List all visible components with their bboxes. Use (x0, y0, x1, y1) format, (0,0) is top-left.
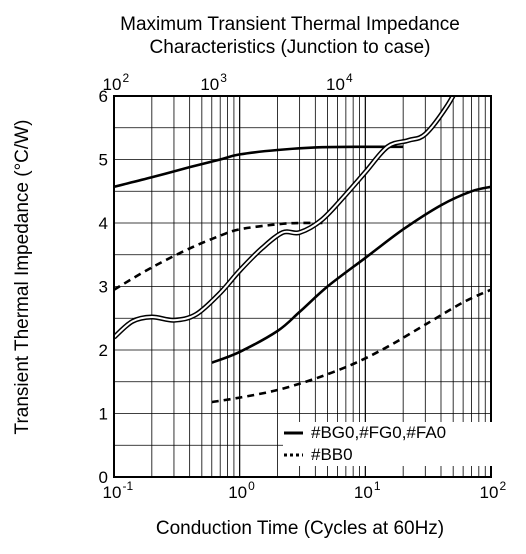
top-tick-label-exp: 3 (220, 71, 227, 85)
legend-item-dashed: #BB0 (283, 444, 493, 466)
x-tick-label-base: 10 (480, 483, 499, 502)
plot-frame (113, 95, 492, 478)
x-tick-label-exp: 1 (374, 479, 381, 493)
top-tick-label-base: 10 (103, 75, 122, 94)
series-4-outer (114, 96, 456, 340)
y-tick-label: 5 (99, 151, 108, 170)
y-tick-label: 0 (99, 468, 108, 487)
series-3-line (211, 288, 491, 404)
y-axis-label-text: Transient Thermal Impedance (°C/W) (12, 119, 33, 435)
chart-subtitle: Characteristics (Junction to case) (149, 37, 431, 58)
legend-label: #BB0 (311, 445, 353, 464)
x-tick-label-base: 10 (228, 483, 247, 502)
top-tick-label-base: 10 (200, 75, 219, 94)
x-tick-label-exp: 2 (500, 479, 507, 493)
y-tick-label: 4 (99, 214, 108, 233)
series-1-line (114, 221, 328, 291)
y-tick-label: 2 (99, 341, 108, 360)
grid (114, 96, 491, 477)
x-tick-label-base: 10 (354, 483, 373, 502)
chart-title: Maximum Transient Thermal Impedance (120, 14, 460, 35)
x-axis-label: Conduction Time (Cycles at 60Hz) (155, 518, 445, 539)
y-tick-label: 3 (99, 278, 108, 297)
legend-label: #BG0,#FG0,#FA0 (311, 423, 447, 442)
legend: #BG0,#FG0,#FA0 #BB0 (283, 422, 493, 466)
x-tick-label-exp: 0 (248, 479, 255, 493)
legend-solid-swatch (284, 431, 303, 435)
series-layer (114, 96, 491, 404)
top-tick-label-exp: 2 (123, 71, 130, 85)
series-0-line (114, 145, 404, 189)
legend-dashed-swatch (284, 453, 303, 457)
x-tick-label-base: 10 (103, 483, 122, 502)
top-tick-label-base: 10 (326, 75, 345, 94)
y-tick-label: 1 (99, 405, 108, 424)
y-tick-label: 6 (99, 87, 108, 106)
legend-item-solid: #BG0,#FG0,#FA0 (283, 422, 493, 444)
top-tick-label-exp: 4 (346, 71, 353, 85)
series-4-inner (114, 96, 455, 339)
series-2-line (211, 185, 491, 364)
x-tick-label-exp: -1 (123, 479, 134, 493)
